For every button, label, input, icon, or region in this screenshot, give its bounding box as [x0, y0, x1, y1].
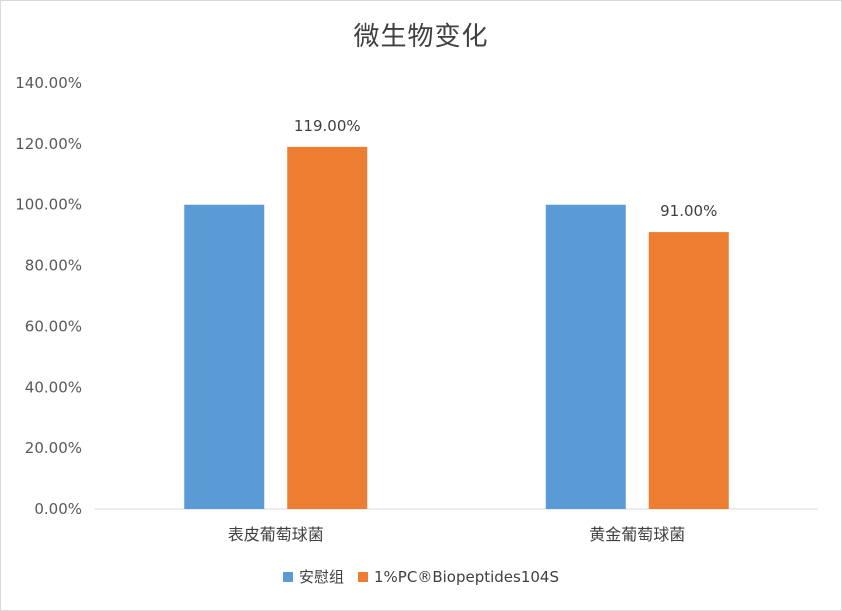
legend-swatch-placebo — [282, 571, 293, 582]
category-label: 表皮葡萄球菌 — [228, 525, 324, 544]
y-tick-label: 80.00% — [25, 257, 82, 275]
y-tick-label: 60.00% — [25, 317, 82, 335]
legend-item-treatment: 1%PC®Biopeptides104S — [358, 568, 559, 586]
data-label: 91.00% — [660, 202, 717, 220]
bar — [648, 232, 729, 509]
y-tick-label: 0.00% — [34, 500, 82, 518]
y-tick-label: 40.00% — [25, 378, 82, 396]
legend-label-treatment: 1%PC®Biopeptides104S — [374, 567, 559, 586]
bar — [287, 146, 368, 509]
legend-label-placebo: 安慰组 — [298, 568, 344, 586]
chart-title: 微生物变化 — [353, 22, 489, 52]
category-labels: 表皮葡萄球菌 黄金葡萄球菌 — [228, 525, 686, 544]
bars — [184, 146, 729, 509]
bar — [545, 204, 626, 509]
legend-item-placebo: 安慰组 — [282, 566, 344, 587]
legend: 安慰组 1%PC®Biopeptides104S — [0, 566, 842, 587]
bar — [184, 204, 265, 509]
data-labels: 119.00% 91.00% — [294, 117, 717, 220]
category-label: 黄金葡萄球菌 — [589, 525, 685, 544]
y-axis-ticks: 0.00% 20.00% 40.00% 60.00% 80.00% 100.00% 120.… — [15, 74, 82, 518]
y-tick-label: 140.00% — [15, 74, 82, 92]
y-tick-label: 20.00% — [25, 439, 82, 457]
data-label: 119.00% — [294, 117, 361, 135]
legend-swatch-treatment — [358, 571, 368, 582]
y-tick-label: 120.00% — [15, 135, 82, 153]
y-tick-label: 100.00% — [15, 196, 82, 214]
